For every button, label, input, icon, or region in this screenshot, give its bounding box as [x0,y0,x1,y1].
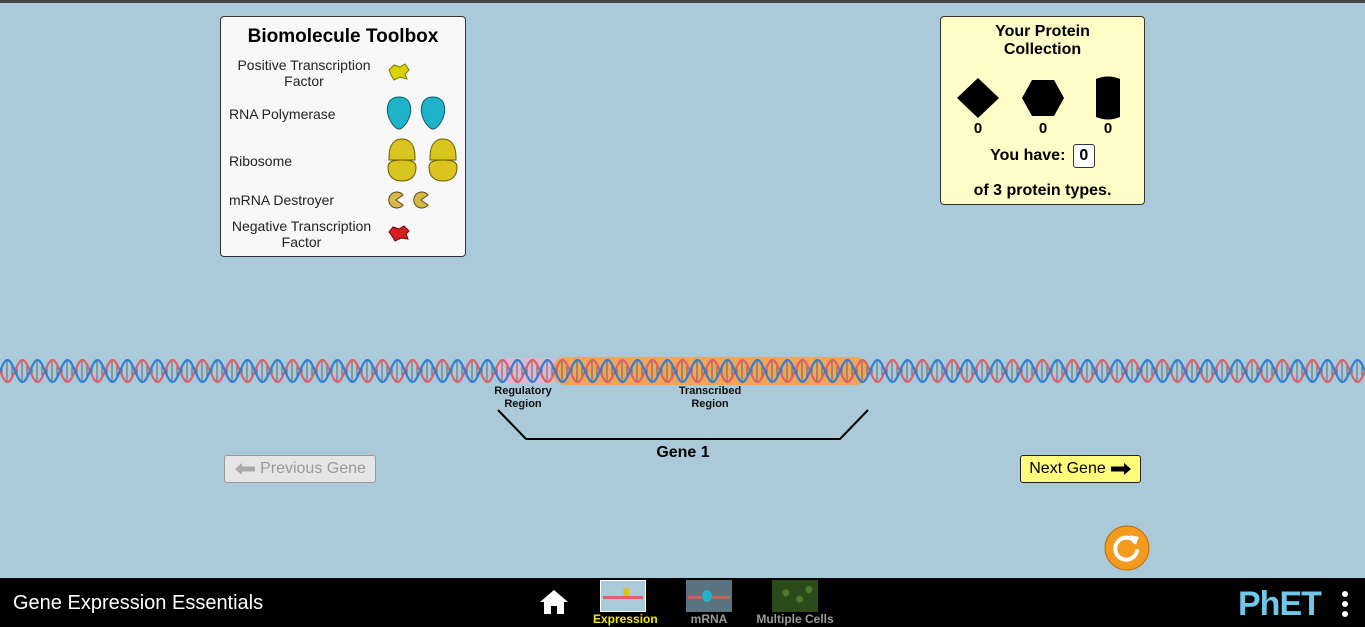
hexagon-protein-count: 0 [1038,120,1048,137]
toolbox-label-ribosome: Ribosome [229,153,293,169]
arrow-left-icon [235,463,256,475]
cylinder-protein-count: 0 [1103,120,1113,137]
gene-label: Gene 1 [656,444,710,461]
expression-thumbnail [600,580,646,612]
hexagon-protein-icon [1022,80,1064,116]
protein-collection-panel: Your Protein Collection 0 0 0 You have: … [940,16,1145,205]
phet-logo[interactable]: PhET [1238,585,1322,623]
top-border [0,0,1365,3]
biomolecule-toolbox: Biomolecule Toolbox Positive Transcripti… [220,16,466,257]
toolbox-label-mrna-destroyer: mRNA Destroyer [229,192,335,208]
home-icon[interactable] [538,588,570,616]
previous-gene-button[interactable]: Previous Gene [224,455,376,483]
toolbox-label-rna-polymerase: RNA Polymerase [229,106,336,122]
regulatory-label-line2: Region [504,398,542,410]
regulatory-region-label: Regulatory Region [488,385,558,411]
dna-strand-b [0,358,1365,384]
diamond-protein-icon [957,78,999,118]
transcribed-region-highlight [553,357,868,385]
mrna-thumbnail [686,580,732,612]
tab-expression-label: Expression [593,612,658,626]
mrna-destroyer-icon[interactable] [386,189,432,211]
you-have-row: You have: 0 [941,144,1144,168]
positive-transcription-factor-icon[interactable] [386,62,412,82]
app-title: Gene Expression Essentials [13,592,264,614]
transcribed-region-label: Transcribed Region [668,385,752,411]
tab-mrna-label: mRNA [690,612,728,626]
menu-dots-icon[interactable] [1340,590,1350,618]
tab-expression[interactable]: Expression [593,580,658,626]
tab-multiple-cells[interactable]: Multiple Cells [755,580,835,626]
collection-title: Your Protein Collection [941,23,1144,59]
previous-gene-label: Previous Gene [260,460,366,477]
you-have-value: 0 [1072,144,1095,168]
toolbox-label-positive-tf: Positive Transcription Factor [237,57,371,89]
you-have-label: You have: [990,147,1066,165]
toolbox-label-negative-tf: Negative Transcription Factor [231,218,372,250]
toolbox-title: Biomolecule Toolbox [247,26,439,47]
reset-all-button[interactable] [1104,525,1150,571]
diamond-protein-count: 0 [973,120,983,137]
rna-polymerase-icon[interactable] [386,95,448,131]
gene-bracket [497,409,869,440]
arrow-right-icon [1110,463,1131,475]
cylinder-protein-icon [1096,76,1120,120]
negative-transcription-factor-icon[interactable] [386,223,412,243]
next-gene-label: Next Gene [1029,460,1106,477]
tab-multiple-cells-label: Multiple Cells [756,612,834,626]
reset-icon [1113,535,1139,562]
collection-title-line1: Your Protein [995,23,1090,40]
tab-mrna[interactable]: mRNA [679,580,739,626]
protein-types-label: of 3 protein types. [973,182,1112,199]
regulatory-label-line1: Regulatory [494,385,552,397]
navigation-bar: Gene Expression Essentials Expression mR… [0,578,1365,627]
multiple-cells-thumbnail [772,580,818,612]
transcribed-label-line2: Region [691,398,729,410]
next-gene-button[interactable]: Next Gene [1020,455,1141,483]
collection-title-line2: Collection [1003,41,1082,58]
dna-strand-a [0,358,1365,384]
transcribed-label-line1: Transcribed [678,385,742,397]
dna-molecule [0,357,1365,385]
ribosome-icon[interactable] [386,137,460,183]
